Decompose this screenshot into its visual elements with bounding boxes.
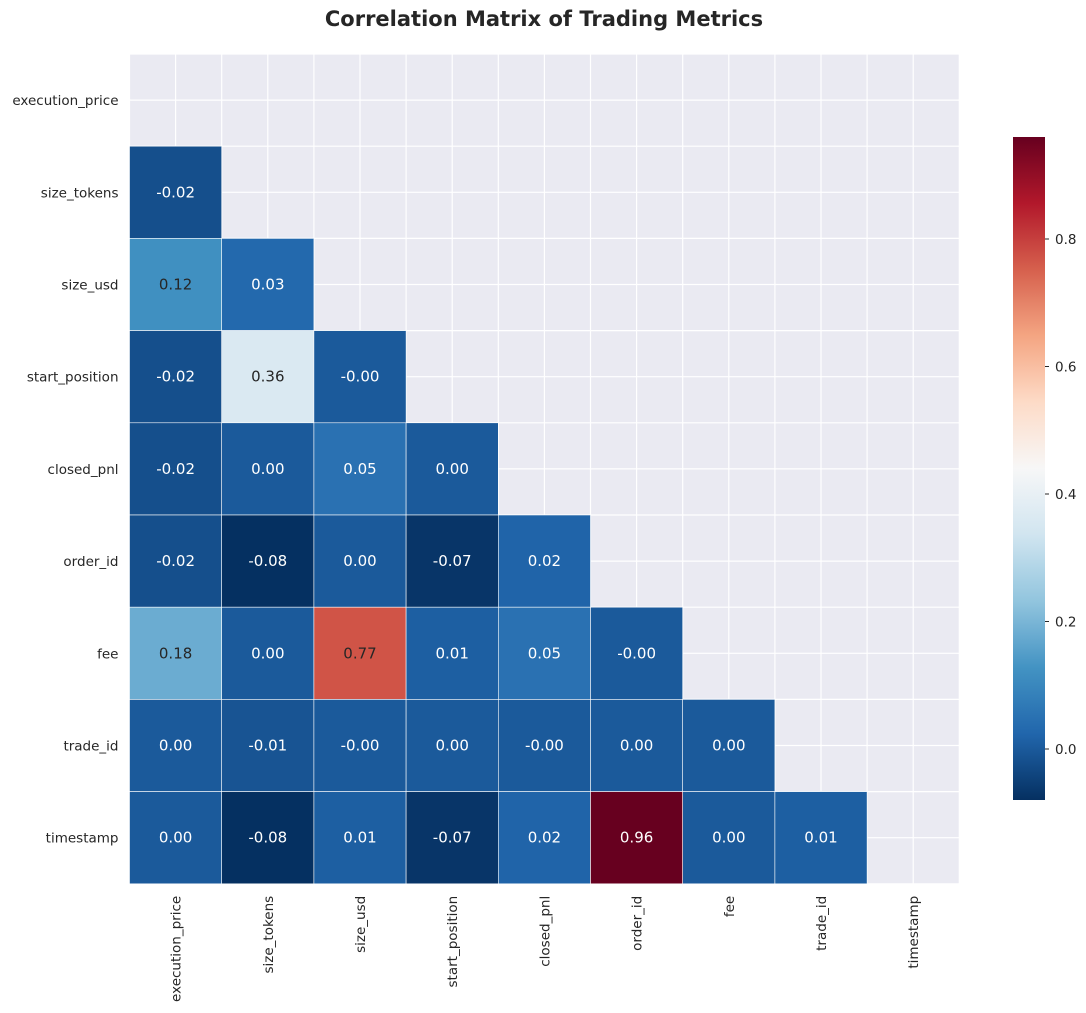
y-tick-label: size_usd <box>61 278 118 294</box>
heatmap-cell <box>682 699 776 792</box>
cell-value-label: 0.01 <box>435 644 468 662</box>
cell-value-label: -0.00 <box>617 644 656 662</box>
cell-value-label: 0.03 <box>251 276 284 294</box>
cell-value-label: 0.00 <box>712 829 745 847</box>
y-tick-label: closed_pnl <box>48 462 119 478</box>
heatmap-cell <box>129 606 222 700</box>
x-tick-label: timestamp <box>906 896 922 969</box>
heatmap-cell <box>590 699 683 792</box>
y-tick-label: trade_id <box>63 739 118 755</box>
x-tick-label: size_tokens <box>261 896 277 974</box>
cell-value-label: 0.02 <box>528 829 561 847</box>
heatmap-cell <box>221 791 315 885</box>
colorbar: 0.0 0.2 0.4 0.6 0.8 <box>1013 137 1076 800</box>
x-tick-label: trade_id <box>814 896 830 951</box>
cell-value-label: 0.00 <box>159 829 192 847</box>
heatmap-cell <box>682 791 776 885</box>
heatmap-cell <box>313 699 407 792</box>
cell-value-label: 0.01 <box>804 829 837 847</box>
heatmap-cell <box>497 606 591 700</box>
cell-value-label: -0.01 <box>248 737 287 755</box>
heatmap-cell <box>497 791 591 885</box>
x-tick-label: closed_pnl <box>537 896 553 967</box>
cell-value-label: 0.05 <box>343 460 376 478</box>
cell-value-label: -0.08 <box>248 829 287 847</box>
cell-value-label: -0.00 <box>341 737 380 755</box>
cell-value-label: 0.00 <box>712 737 745 755</box>
heatmap-cell <box>129 514 222 608</box>
cell-value-label: 0.36 <box>251 368 284 386</box>
cell-value-label: 0.00 <box>343 552 376 570</box>
cell-value-label: 0.01 <box>343 829 376 847</box>
y-tick-label: order_id <box>63 554 118 570</box>
cell-value-label: 0.00 <box>251 460 284 478</box>
cell-value-label: 0.77 <box>343 644 376 662</box>
cell-value-label: 0.02 <box>528 552 561 570</box>
heatmap-cell <box>129 422 222 516</box>
heatmap-cell <box>221 514 315 608</box>
heatmap-cell <box>774 791 868 885</box>
colorbar-tick-label: 0.2 <box>1055 615 1076 631</box>
heatmap-cell <box>497 699 591 792</box>
colorbar-tick-label: 0.0 <box>1055 742 1076 758</box>
heatmap-plot-area: -0.02 0.12 0.03 -0.02 0.36 -0.00 -0.02 0.00 0.05… <box>12 53 960 1002</box>
colorbar-gradient <box>1013 137 1045 800</box>
cell-value-label: 0.00 <box>435 737 468 755</box>
chart-title: Correlation Matrix of Trading Metrics <box>325 7 763 31</box>
cell-value-label: 0.05 <box>528 644 561 662</box>
cell-value-label: -0.02 <box>156 552 195 570</box>
cell-value-label: -0.02 <box>156 368 195 386</box>
y-tick-label: timestamp <box>46 831 119 847</box>
heatmap-cell <box>221 699 315 792</box>
heatmap-cell <box>313 791 407 885</box>
y-tick-label: size_tokens <box>41 185 119 201</box>
heatmap-cell <box>129 791 222 885</box>
heatmap-cell <box>129 145 222 239</box>
cell-value-label: 0.96 <box>620 829 653 847</box>
y-tick-label: start_position <box>27 370 119 386</box>
heatmap-cell <box>129 330 222 424</box>
cell-value-label: -0.07 <box>433 829 472 847</box>
cell-value-label: -0.00 <box>525 737 564 755</box>
heatmap-cell <box>590 606 683 700</box>
cell-value-label: 0.18 <box>159 644 192 662</box>
cell-value-label: 0.00 <box>251 644 284 662</box>
heatmap-cell <box>313 606 407 700</box>
x-tick-label: size_usd <box>353 896 369 953</box>
heatmap-cell <box>313 330 407 424</box>
colorbar-tick-label: 0.4 <box>1055 487 1076 503</box>
heatmap-cell <box>313 422 407 516</box>
heatmap-cell <box>497 514 591 608</box>
cell-value-label: 0.12 <box>159 276 192 294</box>
heatmap-cell <box>221 422 315 516</box>
y-tick-label: execution_price <box>12 93 118 109</box>
cell-value-label: 0.00 <box>435 460 468 478</box>
heatmap-cell <box>221 330 315 424</box>
heatmap-cell <box>405 514 499 608</box>
cell-value-label: -0.00 <box>341 368 380 386</box>
heatmap-cell <box>405 422 499 516</box>
x-tick-label: order_id <box>630 896 646 951</box>
colorbar-tick-label: 0.8 <box>1055 232 1076 248</box>
cell-value-label: -0.07 <box>433 552 472 570</box>
y-tick-label: fee <box>97 646 118 662</box>
heatmap-cell <box>129 238 222 331</box>
x-tick-label: fee <box>722 896 738 917</box>
x-tick-label: start_position <box>445 896 461 988</box>
colorbar-tick-label: 0.6 <box>1055 360 1076 376</box>
heatmap-cell <box>129 699 222 792</box>
x-tick-label: execution_price <box>169 896 185 1002</box>
cell-value-label: 0.00 <box>159 737 192 755</box>
cell-value-label: -0.02 <box>156 183 195 201</box>
cell-value-label: 0.00 <box>620 737 653 755</box>
heatmap-cell <box>221 606 315 700</box>
heatmap-cell <box>221 238 315 331</box>
cell-value-label: -0.02 <box>156 460 195 478</box>
heatmap-cell <box>313 514 407 608</box>
heatmap-cell <box>405 791 499 885</box>
cell-value-label: -0.08 <box>248 552 287 570</box>
